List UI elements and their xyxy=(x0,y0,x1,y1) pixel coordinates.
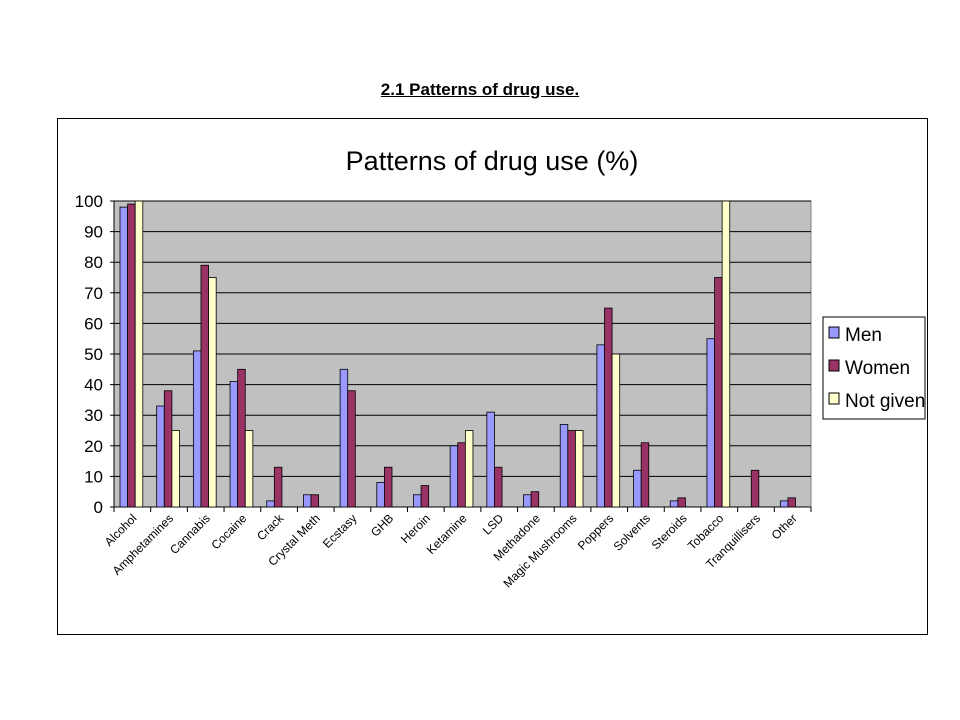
bar xyxy=(530,491,540,508)
y-tick-label: 10 xyxy=(84,467,103,486)
bar xyxy=(633,469,642,508)
bar xyxy=(200,264,209,508)
bar xyxy=(779,500,789,508)
y-tick-label: 90 xyxy=(84,223,103,242)
bar xyxy=(457,442,466,508)
x-tick-label: Poppers xyxy=(575,511,617,553)
bar xyxy=(669,500,679,508)
bar xyxy=(611,353,621,508)
bar xyxy=(310,494,320,508)
legend-swatch xyxy=(828,359,840,372)
y-tick-label: 100 xyxy=(75,192,103,211)
bar xyxy=(413,494,422,508)
chart-title: Patterns of drug use (%) xyxy=(346,146,639,176)
x-tick-label: Cannabis xyxy=(167,511,213,557)
x-tick-label: LSD xyxy=(480,511,507,538)
bar xyxy=(464,430,474,508)
bar xyxy=(420,485,430,508)
y-tick-label: 70 xyxy=(84,284,103,303)
bar xyxy=(266,500,275,508)
bar-chart: Patterns of drug use (%) 0 10 20 30 40 50 60 70… xyxy=(75,146,926,590)
legend-label: Not given xyxy=(845,391,925,412)
bar xyxy=(208,277,217,508)
bar xyxy=(677,497,686,508)
bar xyxy=(523,494,532,508)
y-tick-label: 30 xyxy=(84,406,103,425)
legend-box xyxy=(822,316,926,420)
bar xyxy=(750,469,760,508)
bar xyxy=(163,390,173,508)
x-tick-label: Solvents xyxy=(611,511,653,553)
bar xyxy=(229,381,239,508)
legend-label: Men xyxy=(845,325,882,346)
legend-swatch xyxy=(828,392,840,405)
bar xyxy=(449,445,459,508)
x-tick-label: Heroin xyxy=(398,511,433,546)
bar xyxy=(119,206,128,508)
x-tick-label: Crack xyxy=(254,511,287,544)
legend: Men Women Not given xyxy=(822,316,926,420)
bar xyxy=(383,466,393,508)
y-tick-label: 50 xyxy=(84,345,103,364)
y-tick-label: 80 xyxy=(84,253,103,272)
bar xyxy=(171,430,180,508)
bar xyxy=(127,203,136,508)
x-tick-label: GHB xyxy=(368,511,396,539)
y-tick-label: 20 xyxy=(84,437,103,456)
bar xyxy=(721,200,731,508)
page-heading: 2.1 Patterns of drug use. xyxy=(380,80,580,99)
bar xyxy=(494,466,503,508)
x-tick-label: Cocaine xyxy=(208,511,249,552)
bar xyxy=(706,338,715,508)
bar xyxy=(640,442,650,508)
legend-label: Women xyxy=(845,358,910,379)
bar xyxy=(303,494,312,508)
legend-swatch xyxy=(828,326,840,339)
bar xyxy=(134,200,144,508)
plot-area: 0102030405060708090100AlcoholAmphetamine… xyxy=(75,192,812,590)
bar xyxy=(486,411,495,508)
bar xyxy=(273,466,283,508)
bar xyxy=(559,423,569,508)
x-tick-label: Steroids xyxy=(649,511,690,552)
x-tick-label: Ketamine xyxy=(424,511,470,557)
bar xyxy=(347,390,356,508)
y-tick-label: 40 xyxy=(84,376,103,395)
x-tick-label: Ecstasy xyxy=(320,511,360,551)
bar xyxy=(376,482,385,508)
bar xyxy=(156,405,165,508)
bar xyxy=(596,344,605,508)
bar xyxy=(237,368,246,508)
bar xyxy=(567,430,576,508)
bar xyxy=(339,368,349,508)
y-tick-label: 60 xyxy=(84,314,103,333)
bar xyxy=(604,307,613,508)
bar xyxy=(714,277,723,508)
bar xyxy=(575,430,584,508)
chart-frame: Patterns of drug use (%) 0 10 20 30 40 50 60 70… xyxy=(57,118,928,635)
bar xyxy=(244,430,254,508)
x-tick-label: Other xyxy=(769,511,800,542)
bar xyxy=(787,497,796,508)
y-tick-label: 0 xyxy=(94,498,103,517)
bar xyxy=(192,350,202,508)
